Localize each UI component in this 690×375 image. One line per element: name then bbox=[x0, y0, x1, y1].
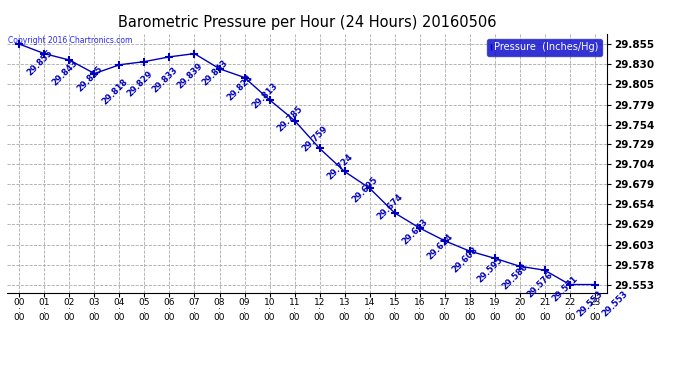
Title: Barometric Pressure per Hour (24 Hours) 20160506: Barometric Pressure per Hour (24 Hours) … bbox=[118, 15, 496, 30]
Text: 29.829: 29.829 bbox=[125, 69, 154, 98]
Text: 29.553: 29.553 bbox=[575, 289, 604, 318]
Text: 29.855: 29.855 bbox=[25, 48, 55, 78]
Text: 29.643: 29.643 bbox=[400, 217, 429, 246]
Text: 29.674: 29.674 bbox=[375, 192, 404, 222]
Text: 29.818: 29.818 bbox=[100, 78, 129, 107]
Text: 29.835: 29.835 bbox=[75, 64, 104, 93]
Text: 29.843: 29.843 bbox=[50, 58, 79, 87]
Text: 29.813: 29.813 bbox=[250, 82, 279, 111]
Text: 29.839: 29.839 bbox=[175, 61, 204, 90]
Text: 29.724: 29.724 bbox=[325, 153, 355, 182]
Text: 29.785: 29.785 bbox=[275, 104, 304, 133]
Text: 29.624: 29.624 bbox=[425, 232, 455, 261]
Text: 29.824: 29.824 bbox=[225, 73, 255, 102]
Text: 29.576: 29.576 bbox=[525, 270, 555, 300]
Text: 29.553: 29.553 bbox=[600, 289, 629, 318]
Text: 29.695: 29.695 bbox=[350, 176, 380, 205]
Text: Copyright 2016 Chartronics.com: Copyright 2016 Chartronics.com bbox=[8, 36, 132, 45]
Text: 29.571: 29.571 bbox=[550, 274, 580, 304]
Text: 29.586: 29.586 bbox=[500, 262, 529, 292]
Text: 29.833: 29.833 bbox=[150, 66, 179, 95]
Text: 29.608: 29.608 bbox=[450, 245, 480, 274]
Text: 29.759: 29.759 bbox=[300, 125, 329, 154]
Text: 29.595: 29.595 bbox=[475, 255, 504, 285]
Text: 29.843: 29.843 bbox=[200, 58, 229, 87]
Legend: Pressure  (Inches/Hg): Pressure (Inches/Hg) bbox=[487, 39, 602, 56]
